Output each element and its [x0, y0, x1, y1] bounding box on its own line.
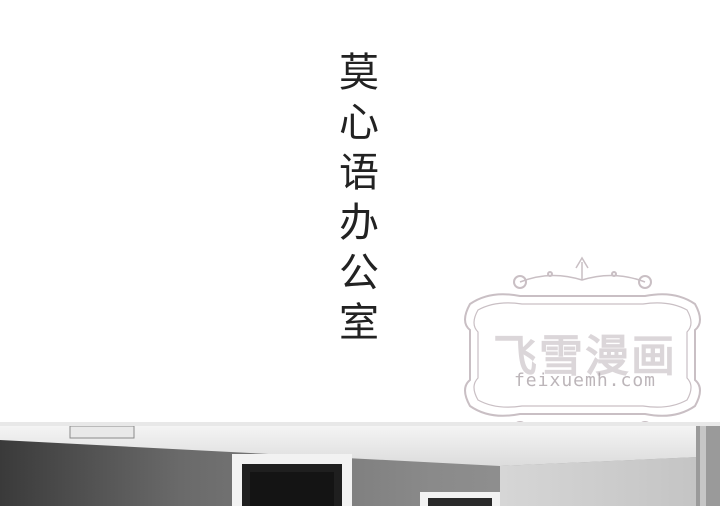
panel-divider: [0, 422, 720, 426]
watermark-title: 飞雪漫画: [493, 331, 677, 382]
title-char: 公: [339, 250, 379, 296]
title-char: 莫: [339, 50, 379, 96]
comic-panel-top: 莫 心 语 办 公 室: [334, 50, 384, 350]
title-char: 心: [339, 100, 379, 146]
comic-panel-bottom: [0, 426, 720, 506]
office-scene-illustration: [0, 426, 720, 506]
watermark-badge: 飞雪漫画 feixuemh.com: [450, 252, 715, 457]
title-char: 室: [339, 300, 379, 346]
title-char: 办: [339, 200, 379, 246]
title-char: 语: [339, 150, 379, 196]
watermark-url: feixuemh.com: [513, 370, 657, 391]
vertical-title: 莫 心 语 办 公 室: [334, 50, 384, 350]
